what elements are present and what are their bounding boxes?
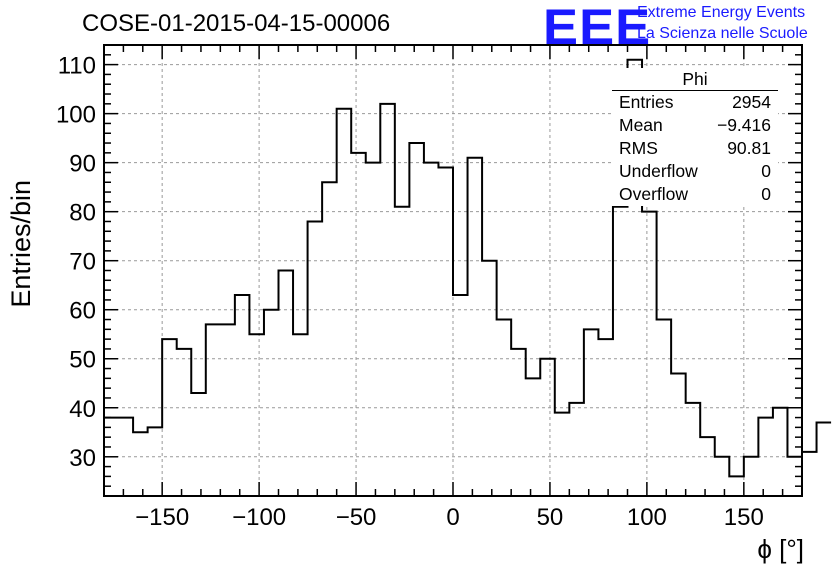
y-tick-label: 30 bbox=[69, 445, 96, 472]
y-tick-label: 40 bbox=[69, 396, 96, 423]
eee-logo: EEE bbox=[543, 0, 652, 55]
y-tick-label: 80 bbox=[69, 200, 96, 227]
x-tick-label: −100 bbox=[232, 504, 286, 531]
stats-box: Phi Entries 2954 Mean −9.416 RMS 90.81 U… bbox=[612, 68, 778, 206]
x-tick-label: 100 bbox=[627, 504, 667, 531]
stats-label: RMS bbox=[619, 138, 658, 158]
stats-row-underflow: Underflow 0 bbox=[612, 160, 778, 183]
stats-row-rms: RMS 90.81 bbox=[612, 137, 778, 160]
stats-value: 2954 bbox=[732, 92, 771, 112]
axis-ticks bbox=[103, 44, 803, 496]
stats-header: Phi bbox=[612, 68, 778, 91]
tick-labels: −150 −100 −50 0 50 100 150 30 40 50 60 70 80 90 100 110 bbox=[56, 53, 764, 531]
stats-label: Mean bbox=[619, 115, 663, 135]
y-tick-label: 90 bbox=[69, 151, 96, 178]
stats-label: Overflow bbox=[619, 184, 689, 204]
logo-subtitle-2: La Scienza nelle Scuole bbox=[637, 25, 808, 42]
x-tick-label: 150 bbox=[724, 504, 764, 531]
stats-value: 0 bbox=[761, 184, 771, 204]
y-axis-label: Entries/bin bbox=[6, 180, 36, 308]
x-tick-label: −50 bbox=[336, 504, 377, 531]
stats-value: 90.81 bbox=[727, 138, 771, 158]
x-tick-label: 0 bbox=[446, 504, 459, 531]
stats-label: Entries bbox=[619, 92, 674, 112]
y-tick-label: 50 bbox=[69, 347, 96, 374]
y-tick-label: 70 bbox=[69, 249, 96, 276]
histogram-series-line bbox=[104, 58, 832, 478]
x-tick-label: −150 bbox=[135, 504, 189, 531]
y-tick-label: 60 bbox=[69, 298, 96, 325]
chart-title: COSE-01-2015-04-15-00006 bbox=[82, 10, 391, 37]
stats-label: Underflow bbox=[619, 161, 698, 181]
y-tick-label: 100 bbox=[56, 102, 96, 129]
stats-row-overflow: Overflow 0 bbox=[612, 183, 778, 206]
stats-value: −9.416 bbox=[716, 115, 771, 135]
stats-row-mean: Mean −9.416 bbox=[612, 114, 778, 137]
y-tick-label: 110 bbox=[58, 53, 96, 80]
stats-value: 0 bbox=[761, 161, 771, 181]
x-tick-label: 50 bbox=[537, 504, 564, 531]
stats-row-entries: Entries 2954 bbox=[612, 91, 778, 114]
logo-subtitle-1: Extreme Energy Events bbox=[637, 4, 806, 21]
x-axis-label: ϕ [°] bbox=[757, 534, 804, 564]
plot-frame bbox=[103, 44, 803, 497]
